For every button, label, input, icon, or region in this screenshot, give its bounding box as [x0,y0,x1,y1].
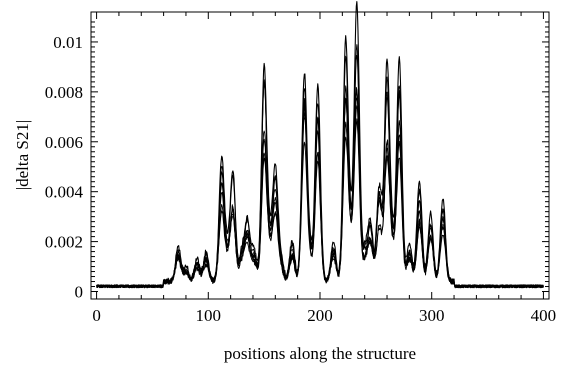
tick-layer: 0 100 200 300 400 0 0.002 0.004 0.006 0.008 0.01 [45,12,556,325]
x-tick-label: 100 [196,306,222,325]
y-tick-label: 0.006 [45,133,83,152]
x-tick-label: 0 [92,306,101,325]
y-tick-label: 0.004 [45,183,84,202]
y-tick-label: 0.01 [53,33,83,52]
y-axis-label: |delta S21| [13,120,32,191]
series-layer [96,1,544,289]
x-axis-label: positions along the structure [224,344,416,363]
x-tick-label: 300 [419,306,445,325]
y-tick-label: 0.008 [45,83,83,102]
y-tick-label: 0 [75,283,84,302]
series-line [96,79,544,289]
y-tick-label: 0.002 [45,233,83,252]
x-tick-label: 400 [531,306,557,325]
x-tick-label: 200 [307,306,333,325]
